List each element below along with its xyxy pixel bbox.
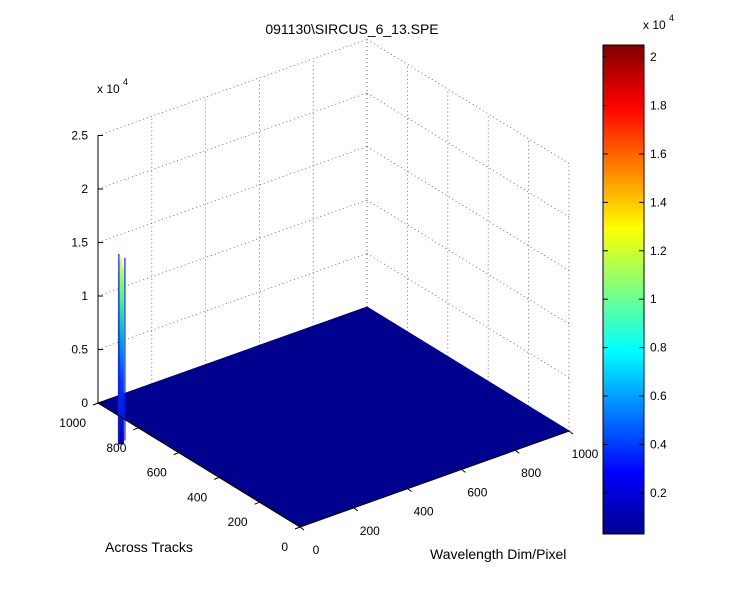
grid-line [366,199,570,325]
colorbar-exponent-power: 4 [669,13,674,23]
colorbar-tick-label: 0.8 [650,341,667,355]
colorbar-tick-label: 2 [650,50,657,64]
y-tick [254,501,260,505]
y-tick-label: 200 [228,515,248,529]
z-axis-exponent-power: 4 [123,77,128,87]
x-axis-label: Wavelength Dim/Pixel [430,546,566,562]
z-axis-ticks: 0 0.5 1 1.5 2 2.5 [71,129,103,410]
x-axis-ticks: 0 200 400 600 800 1000 [299,430,599,557]
colorbar-tick-label: 0.2 [650,486,667,500]
grid-line [97,146,368,243]
colorbar-tick-label: 1.6 [650,147,667,161]
x-axis-line [299,430,570,528]
z-tick-label: 1 [81,289,88,303]
colorbar-tick-label: 1.2 [650,244,667,258]
x-tick [514,449,520,454]
y-tick [92,402,99,406]
colorbar-exponent-base: x 10 [643,18,666,32]
z-tick-label: 2.5 [71,129,88,143]
z-tick-label: 0.5 [71,343,88,357]
surface-plane [96,306,571,528]
axis-lines [97,135,570,528]
x-tick [461,468,466,473]
z-tick-label: 0 [81,396,88,410]
y-tick [214,476,220,480]
grid-line [366,39,570,164]
y-tick [294,526,301,530]
colorbar-gradient [602,44,645,535]
grid-lines [97,39,570,528]
colorbar-tick-label: 0.4 [650,437,667,451]
colorbar: 0.2 0.4 0.6 0.8 1 1.2 1.4 1.6 1.8 2 x 10 4 [602,13,674,535]
grid-line [366,92,570,218]
y-axis-label: Across Tracks [105,539,193,555]
axes-3d: 0 200 400 600 800 1000 0 200 400 600 800 1000 0 0.5… [59,39,599,562]
colorbar-exponent: x 10 4 [643,13,674,32]
y-tick-label: 1000 [59,416,86,430]
y-tick [133,427,139,431]
y-axis-ticks: 0 200 400 600 800 1000 [59,402,301,554]
colorbar-tick-label: 0.6 [650,389,667,403]
z-axis-exponent: x 10 4 [97,77,128,96]
chart-title: 091130\SIRCUS_6_13.SPE [265,21,438,37]
y-tick-label: 0 [281,540,288,554]
z-axis-exponent-base: x 10 [97,82,120,96]
x-tick [407,488,412,493]
x-tick [568,430,574,435]
x-tick-label: 1000 [572,447,599,461]
grid-line [97,199,368,297]
x-tick [353,507,359,512]
colorbar-ticks: 0.2 0.4 0.6 0.8 1 1.2 1.4 1.6 1.8 2 [603,50,667,500]
x-tick-label: 400 [414,505,434,519]
y-tick-label: 800 [106,441,126,455]
y-tick-label: 400 [187,490,207,504]
grid-line [97,92,368,190]
colorbar-tick-label: 1 [650,292,657,306]
x-tick-label: 800 [521,466,541,480]
x-tick [299,526,305,531]
x-tick-label: 0 [313,543,320,557]
x-tick-label: 600 [467,485,487,499]
colorbar-tick-label: 1.4 [650,195,667,209]
z-tick-label: 2 [81,182,88,196]
z-tick-label: 1.5 [71,236,88,250]
grid-line [366,146,570,271]
x-tick-label: 200 [360,524,380,538]
y-tick-label: 600 [147,466,167,480]
y-axis-line [97,402,301,528]
colorbar-tick-label: 1.8 [650,99,667,113]
grid-line [97,39,368,136]
y-tick [173,452,179,456]
surface-layer [96,253,571,528]
